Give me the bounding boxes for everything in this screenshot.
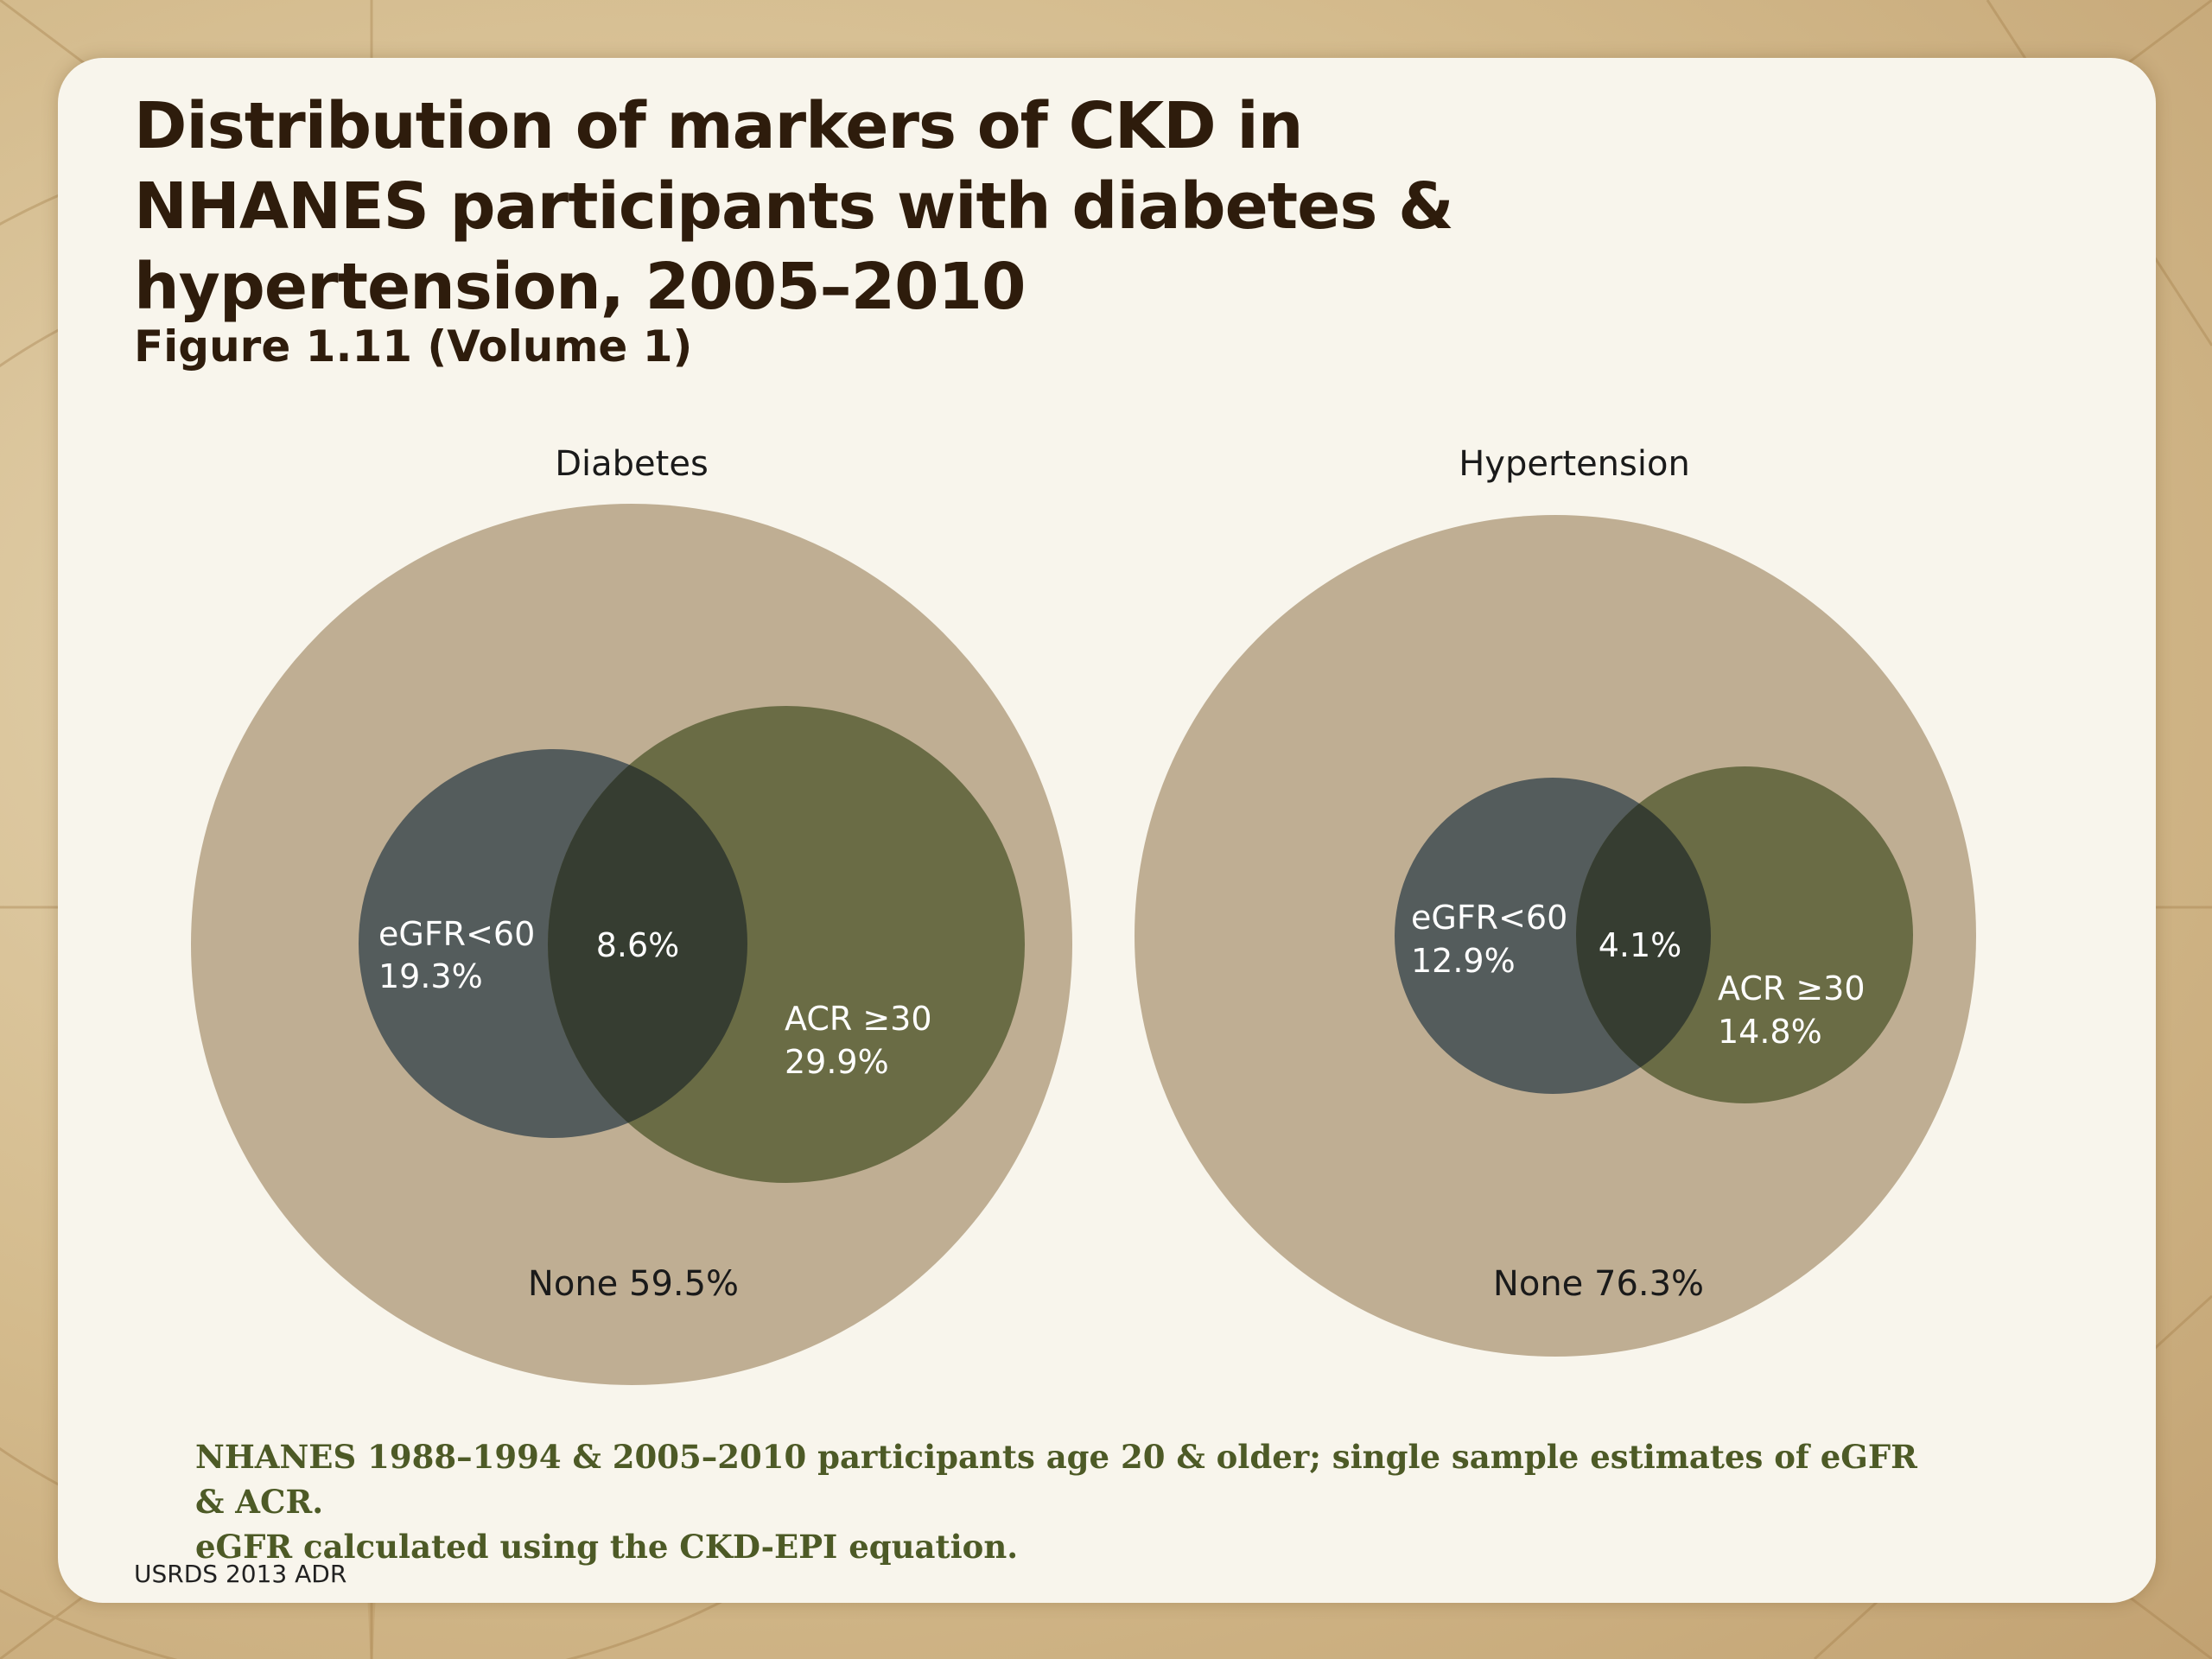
slide-title: Distribution of markers of CKD in NHANES… — [134, 89, 1454, 324]
hypertension-egfr-value: 12.9% — [1411, 942, 1516, 980]
hypertension-acr-value: 14.8% — [1718, 1013, 1822, 1051]
source-credit: USRDS 2013 ADR — [134, 1560, 347, 1588]
diabetes-overlap — [548, 749, 747, 1138]
hypertension-heading: Hypertension — [1459, 444, 1690, 484]
diabetes-acr-value: 29.9% — [785, 1043, 889, 1081]
footnote-line-1: NHANES 1988–1994 & 2005–2010 participant… — [195, 1438, 1917, 1521]
hypertension-egfr-label: eGFR<60 — [1411, 899, 1567, 937]
figure-reference: Figure 1.11 (Volume 1) — [134, 321, 693, 372]
diabetes-none-value: None 59.5% — [528, 1264, 739, 1304]
diabetes-venn: Diabetes eGFR<60 19.3% 8.6% ACR ≥30 29.9… — [191, 444, 1072, 1385]
diabetes-egfr-value: 19.3% — [378, 957, 483, 995]
footnote: NHANES 1988–1994 & 2005–2010 participant… — [195, 1434, 1923, 1569]
diabetes-egfr-label: eGFR<60 — [378, 915, 535, 953]
diabetes-acr-label: ACR ≥30 — [785, 1000, 932, 1038]
hypertension-overlap — [1576, 778, 1711, 1094]
diabetes-intersection-value: 8.6% — [596, 926, 680, 964]
footnote-line-2: eGFR calculated using the CKD-EPI equati… — [195, 1528, 1019, 1566]
hypertension-intersection-value: 4.1% — [1599, 926, 1682, 964]
hypertension-none-value: None 76.3% — [1493, 1264, 1704, 1304]
hypertension-venn: Hypertension eGFR<60 12.9% 4.1% ACR ≥30 … — [1135, 444, 1976, 1357]
hypertension-acr-label: ACR ≥30 — [1718, 969, 1866, 1007]
diabetes-heading: Diabetes — [555, 444, 709, 484]
